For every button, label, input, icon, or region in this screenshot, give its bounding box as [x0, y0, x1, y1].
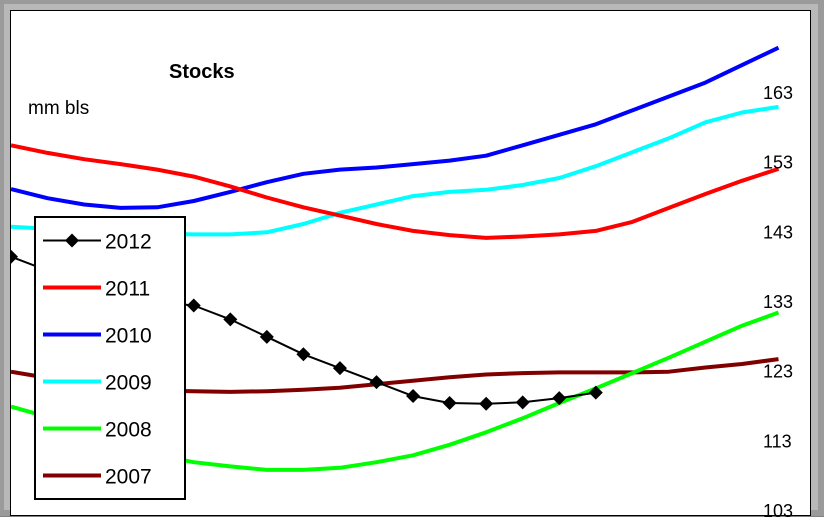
data-point-2012-14	[515, 395, 530, 410]
series-line-2011	[11, 143, 780, 240]
legend-label-2008: 2008	[105, 419, 152, 442]
data-point-2012-11	[406, 389, 421, 404]
data-point-2012-9	[332, 361, 347, 376]
legend-box	[34, 216, 186, 500]
data-point-2012-5	[186, 298, 201, 313]
legend-label-2009: 2009	[105, 372, 152, 395]
y-tick-label: 113	[763, 431, 792, 451]
series-line-2010	[11, 45, 780, 210]
legend-label-2011: 2011	[105, 278, 150, 301]
legend: 2012 2011 2010 2009 2008 2007	[34, 216, 186, 500]
y-tick-label: 163	[763, 83, 793, 103]
y-tick-label: 153	[763, 153, 793, 173]
y-tick-label: 143	[763, 222, 793, 242]
data-point-2012-10	[369, 375, 384, 390]
chart-area: 163 153 143 133 123 113 103 Stocks mm bls 2012…	[10, 10, 811, 517]
data-point-2012-13	[479, 396, 494, 411]
data-point-2012-15	[552, 391, 567, 406]
legend-label-2012: 2012	[105, 231, 152, 254]
data-point-2012-6	[223, 312, 238, 327]
legend-marker-2012	[65, 233, 79, 248]
y-axis-unit-label: mm bls	[28, 98, 89, 119]
data-point-2012-8	[296, 347, 311, 362]
series-line-2009	[11, 104, 779, 237]
chart-svg: 163 153 143 133 123 113 103 Stocks mm bls 2012…	[11, 45, 793, 517]
chart-title: Stocks	[169, 61, 235, 83]
data-point-2012-12	[442, 396, 457, 411]
legend-label-2010: 2010	[105, 325, 152, 348]
y-axis-right: 163 153 143 133 123 113 103	[763, 83, 793, 517]
data-point-2012-16	[588, 385, 603, 400]
y-tick-label: 103	[763, 501, 793, 517]
y-tick-label: 123	[763, 362, 793, 382]
data-point-2012-7	[259, 329, 274, 344]
data-point-2012-0	[11, 249, 18, 264]
legend-label-2007: 2007	[105, 466, 152, 489]
y-tick-label: 133	[763, 292, 793, 312]
